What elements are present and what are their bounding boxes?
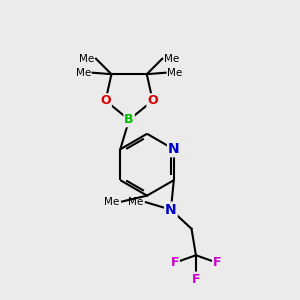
Text: F: F bbox=[213, 256, 221, 269]
Text: N: N bbox=[165, 202, 177, 217]
Text: Me: Me bbox=[167, 68, 182, 78]
Text: F: F bbox=[170, 256, 179, 269]
Text: O: O bbox=[100, 94, 111, 107]
Text: Me: Me bbox=[104, 196, 120, 206]
Text: Me: Me bbox=[128, 197, 143, 207]
Text: B: B bbox=[124, 113, 134, 126]
Text: N: N bbox=[168, 142, 180, 156]
Text: O: O bbox=[147, 94, 158, 107]
Text: Me: Me bbox=[164, 54, 179, 64]
Text: F: F bbox=[192, 272, 200, 286]
Text: Me: Me bbox=[79, 54, 94, 64]
Text: Me: Me bbox=[76, 68, 91, 78]
